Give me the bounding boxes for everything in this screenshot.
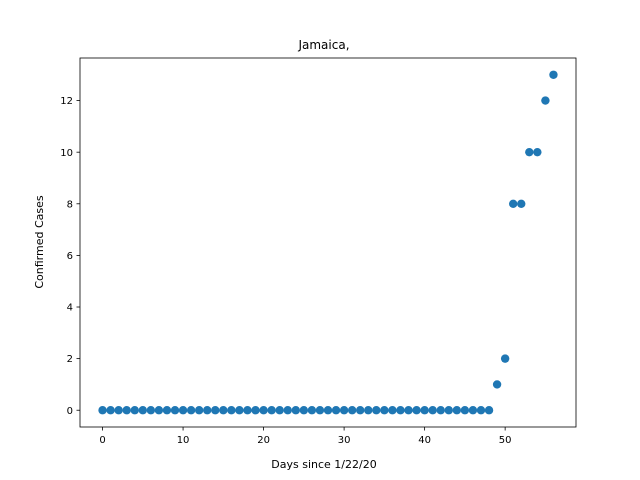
data-point	[508, 199, 518, 208]
x-tick-label: 40	[418, 435, 431, 446]
plot-frame	[79, 57, 577, 428]
data-point	[404, 406, 413, 415]
data-point	[138, 406, 148, 415]
data-point	[170, 406, 180, 415]
data-point	[130, 406, 139, 415]
data-point	[356, 406, 365, 415]
data-point	[412, 406, 421, 415]
data-point	[436, 406, 445, 415]
data-point	[396, 406, 405, 415]
data-point	[428, 406, 437, 415]
y-tick-label: 6	[67, 251, 73, 262]
chart-title: Jamaica,	[297, 38, 349, 52]
data-point	[484, 406, 494, 415]
y-tick-label: 0	[67, 406, 73, 417]
data-point	[347, 406, 357, 415]
y-tick-label: 10	[60, 148, 73, 159]
data-point	[194, 406, 204, 415]
data-point	[476, 406, 486, 415]
data-point	[106, 406, 115, 415]
y-tick-label: 8	[67, 199, 73, 210]
data-point	[339, 406, 349, 415]
data-point	[267, 406, 276, 415]
data-point	[98, 406, 107, 415]
data-point	[203, 406, 212, 415]
data-point	[315, 406, 325, 415]
data-point	[533, 147, 542, 157]
data-point	[259, 406, 268, 415]
y-tick-label: 2	[67, 354, 73, 365]
data-point	[452, 406, 462, 415]
data-point	[420, 406, 429, 415]
data-point	[283, 406, 292, 415]
data-point	[444, 406, 453, 415]
data-point	[525, 147, 534, 157]
x-axis-label: Days since 1/22/20	[271, 458, 376, 471]
data-point	[549, 70, 558, 79]
data-point	[372, 406, 381, 415]
data-points	[98, 70, 558, 415]
data-point	[227, 406, 236, 415]
data-point	[492, 380, 502, 389]
data-point	[388, 406, 397, 415]
data-point	[291, 406, 300, 415]
y-axis-label: Confirmed Cases	[33, 195, 46, 289]
data-point	[146, 406, 156, 415]
data-point	[323, 406, 333, 415]
data-point	[500, 354, 510, 363]
x-tick-label: 20	[257, 435, 270, 446]
data-point	[307, 406, 317, 415]
x-tick-label: 0	[99, 435, 105, 446]
data-point	[275, 406, 284, 415]
data-point	[235, 406, 244, 415]
y-tick-label: 12	[60, 96, 73, 107]
data-point	[331, 406, 341, 415]
data-point	[178, 406, 188, 415]
data-point	[243, 406, 252, 415]
data-point	[460, 406, 470, 415]
data-point	[186, 406, 196, 415]
data-point	[541, 96, 550, 105]
data-point	[219, 406, 228, 415]
axis-ticks: 0 10 20 30 40 50 0 2 4 6 8 10 12	[60, 96, 511, 446]
data-point	[251, 406, 260, 415]
data-point	[122, 406, 131, 415]
data-point	[468, 406, 478, 415]
y-tick-label: 4	[67, 303, 73, 314]
data-point	[211, 406, 220, 415]
data-point	[364, 406, 373, 415]
data-point	[162, 406, 172, 415]
x-tick-label: 30	[338, 435, 351, 446]
data-point	[380, 406, 389, 415]
x-tick-label: 10	[177, 435, 190, 446]
data-point	[154, 406, 164, 415]
data-point	[517, 199, 526, 208]
data-point	[114, 406, 123, 415]
x-tick-label: 50	[499, 435, 512, 446]
data-point	[299, 406, 309, 415]
